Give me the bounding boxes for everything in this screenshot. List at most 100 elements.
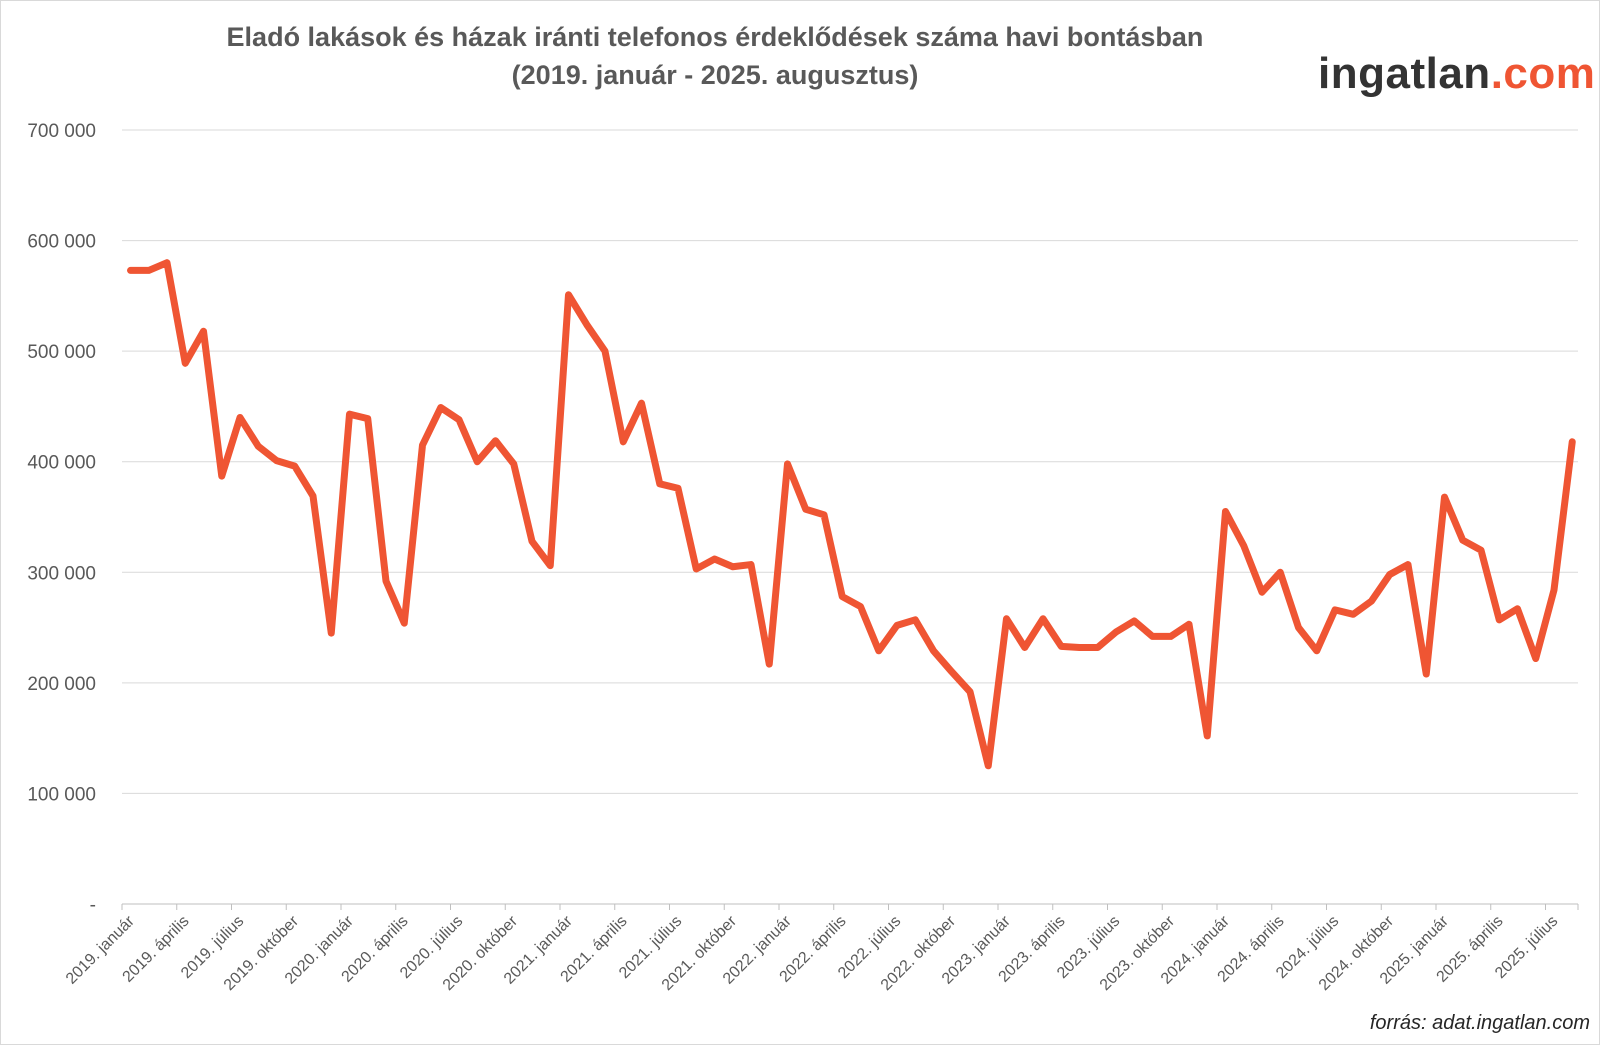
data-point [786,462,790,466]
data-point [986,764,990,768]
data-point [1260,590,1264,594]
data-point [1351,612,1355,616]
data-point [1005,617,1009,621]
data-point [220,474,224,478]
data-point [457,418,461,422]
brand-name: ingatlan [1318,49,1491,98]
data-point [1041,617,1045,621]
y-tick-label: 600 000 [27,232,96,253]
data-point [165,261,169,265]
data-point [1278,570,1282,574]
data-point [402,621,406,625]
y-tick-label: - [90,895,96,916]
data-point [1242,544,1246,548]
data-point [1424,672,1428,676]
data-point [1224,509,1228,513]
data-point [822,513,826,517]
data-point [329,631,333,635]
data-point [694,567,698,571]
data-point [749,563,753,567]
data-point [475,460,479,464]
data-point [183,361,187,365]
data-point [1534,657,1538,661]
data-point [421,443,425,447]
data-point [1132,619,1136,623]
data-point [1297,626,1301,630]
data-point [1479,548,1483,552]
data-point [512,462,516,466]
y-tick-label: 500 000 [27,342,96,363]
data-point [895,623,899,627]
data-point [859,605,863,609]
y-axis: - 100 000 200 000 300 000 400 000 500 000 600 … [27,121,96,916]
data-point [877,649,881,653]
data-point [275,459,279,463]
data-point [238,415,242,419]
data-point [676,486,680,490]
data-point [968,690,972,694]
data-point [1023,645,1027,649]
chart-title-line-2: (2019. január - 2025. augusztus) [511,60,919,90]
y-tick-label: 200 000 [27,674,96,695]
data-point [1516,607,1520,611]
data-point [1114,630,1118,634]
data-point [603,349,607,353]
data-point [658,482,662,486]
data-point [1443,495,1447,499]
data-point [366,417,370,421]
data-point [1187,622,1191,626]
data-point [293,464,297,468]
data-point [1461,538,1465,542]
series-line [127,259,1576,770]
data-point [932,649,936,653]
brand-logo: ingatlan.com [1318,48,1595,100]
data-point [840,595,844,599]
data-point [804,507,808,511]
data-point [530,539,534,543]
data-point [348,412,352,416]
data-point [1388,573,1392,577]
data-point [202,329,206,333]
brand-suffix: .com [1490,49,1596,98]
y-tick-label: 700 000 [27,121,96,142]
data-point [621,440,625,444]
data-point [567,293,571,297]
data-point [1169,634,1173,638]
data-point [640,401,644,405]
data-point [1205,734,1209,738]
data-point [1078,645,1082,649]
data-point [1497,618,1501,622]
y-tick-label: 300 000 [27,563,96,584]
y-tick-label: 100 000 [27,784,96,805]
data-point [731,565,735,569]
data-point [950,670,954,674]
data-point [913,618,917,622]
data-point [713,557,717,561]
chart-title: Eladó lakások és házak iránti telefonos … [150,18,1280,94]
data-point [585,323,589,327]
data-point [1096,645,1100,649]
data-point [548,564,552,568]
data-point [439,406,443,410]
data-point [1151,634,1155,638]
data-point [1315,649,1319,653]
data-point [1059,644,1063,648]
data-point [384,579,388,583]
data-point [1406,563,1410,567]
series-layer [127,259,1576,770]
data-point [311,494,315,498]
chart-title-line-1: Eladó lakások és házak iránti telefonos … [226,22,1204,52]
data-point [1333,608,1337,612]
data-point [129,268,133,272]
source-note: forrás: adat.ingatlan.com [1369,1012,1590,1034]
data-point [494,439,498,443]
data-point [1552,588,1556,592]
data-point [767,662,771,666]
data-point [256,444,260,448]
data-point [147,268,151,272]
gridlines [122,129,1578,794]
data-point [1570,440,1574,444]
